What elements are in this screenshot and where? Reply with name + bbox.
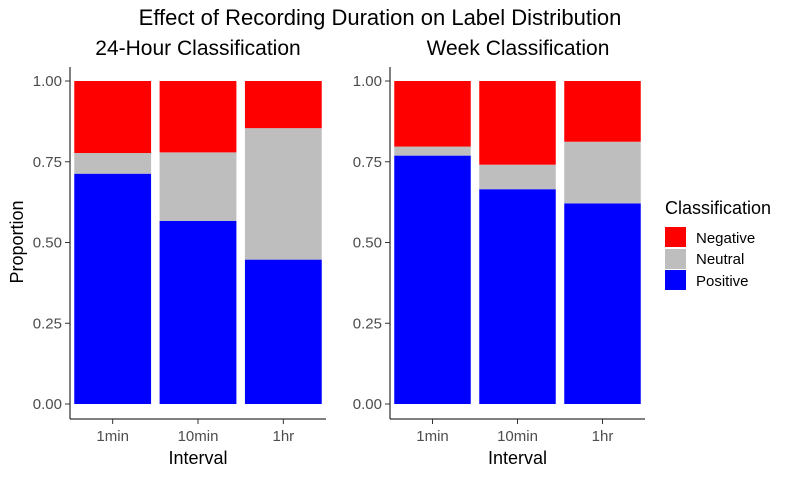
bar-neutral-1min — [74, 153, 152, 174]
bar-positive-1hr — [244, 259, 322, 404]
x-tick-label: 1min — [416, 428, 449, 445]
legend-label-neutral: Neutral — [696, 251, 744, 268]
x-tick-label: 1hr — [272, 428, 294, 445]
legend-title: Classification — [665, 198, 771, 218]
y-tick-label: 0.25 — [353, 315, 382, 332]
y-axis-label: Proportion — [7, 200, 27, 283]
x-tick-label: 10min — [497, 428, 538, 445]
y-tick-label: 0.75 — [353, 154, 382, 171]
bar-positive-10min — [159, 220, 237, 404]
y-tick-label: 0.50 — [33, 235, 62, 252]
bar-neutral-1hr — [244, 128, 322, 260]
legend: Classification Negative Neutral Positive — [665, 198, 771, 290]
y-tick-label: 0.00 — [33, 396, 62, 413]
panel-24-hour: 24-Hour Classification 0.00 0.25 0.50 0.75 1.… — [33, 37, 326, 468]
x-tick-label: 1hr — [592, 428, 614, 445]
y-tick-label: 1.00 — [33, 73, 62, 90]
y-tick-label: 0.75 — [33, 154, 62, 171]
bar-negative-10min — [159, 81, 237, 153]
x-axis-label: Interval — [488, 448, 547, 468]
y-tick-label: 0.50 — [353, 235, 382, 252]
legend-swatch-neutral — [665, 249, 686, 269]
x-tick-label: 1min — [96, 428, 129, 445]
y-tick-label: 0.00 — [353, 396, 382, 413]
bar-positive-1min — [74, 173, 152, 404]
bar-positive-1min — [394, 155, 471, 404]
bar-positive-1hr — [564, 203, 641, 404]
figure-title: Effect of Recording Duration on Label Di… — [139, 5, 622, 30]
bar-negative-10min — [479, 81, 556, 165]
bar-negative-1hr — [244, 81, 322, 129]
panel-title: 24-Hour Classification — [95, 37, 300, 60]
x-axis-label: Interval — [168, 448, 227, 468]
bar-negative-1min — [74, 81, 152, 154]
bar-neutral-10min — [159, 152, 237, 221]
legend-swatch-negative — [665, 227, 686, 247]
legend-swatch-positive — [665, 270, 686, 290]
y-tick-label: 0.25 — [33, 315, 62, 332]
panel-title: Week Classification — [427, 37, 610, 60]
y-tick-label: 1.00 — [353, 73, 382, 90]
bar-negative-1hr — [564, 81, 641, 142]
bar-neutral-1min — [394, 146, 471, 156]
bar-neutral-10min — [479, 164, 556, 190]
bar-negative-1min — [394, 81, 471, 147]
panel-week: Week Classification 0.00 0.25 0.50 0.75 1.00 1… — [353, 37, 645, 468]
legend-label-negative: Negative — [696, 230, 755, 247]
x-tick-label: 10min — [178, 428, 219, 445]
bar-positive-10min — [479, 189, 556, 404]
bar-neutral-1hr — [564, 141, 641, 204]
legend-label-positive: Positive — [696, 273, 749, 290]
